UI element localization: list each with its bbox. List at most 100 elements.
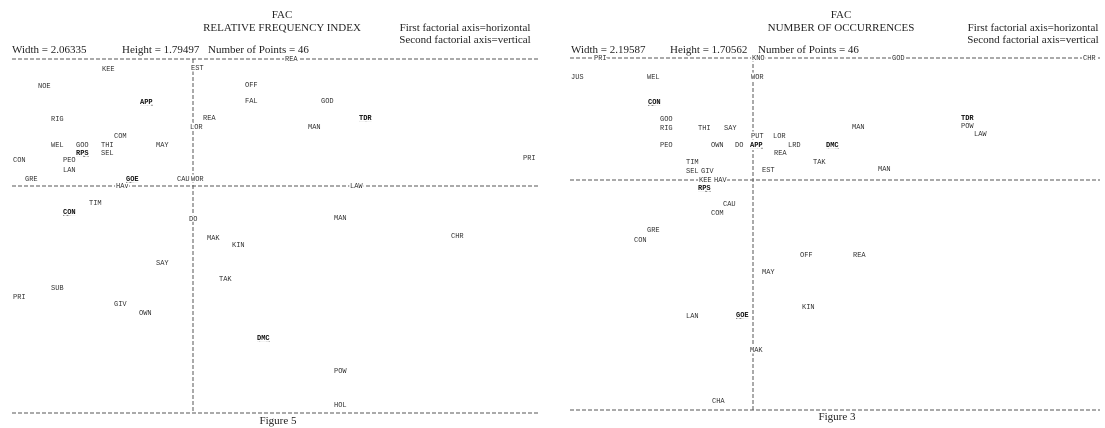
point-label: RIG [660, 125, 673, 133]
point-label: WOR [191, 176, 204, 184]
point-label: COM [711, 210, 724, 218]
axis-note: First factorial axis=horizontal [968, 22, 1099, 34]
point-label: POW [961, 123, 974, 131]
point-label: THI [101, 142, 114, 150]
point-label: TDR [359, 115, 372, 123]
point-label: RPS [698, 185, 711, 193]
point-label: JUS [571, 74, 584, 82]
point-label: LOR [773, 133, 786, 141]
point-label: REA [774, 150, 787, 158]
axis-note: Second factorial axis=vertical [967, 34, 1098, 46]
point-label: PEO [660, 142, 673, 150]
point-label: GIV [114, 301, 127, 309]
point-label: SAY [156, 260, 169, 268]
point-label: TIM [686, 159, 699, 167]
point-label: SUB [51, 285, 64, 293]
point-label: LAN [63, 167, 76, 175]
point-label: KIN [232, 242, 245, 250]
point-label: SAY [724, 125, 737, 133]
point-label: MAN [852, 124, 865, 132]
point-label: COM [114, 133, 127, 141]
point-label: POW [334, 368, 347, 376]
point-label: WOR [751, 74, 764, 82]
point-label: GOD [892, 55, 905, 63]
point-label: MAK [207, 235, 220, 243]
point-label: FAL [245, 98, 258, 106]
point-label: CHA [712, 398, 725, 406]
point-label: KEE [699, 177, 712, 185]
point-label: GOE [736, 312, 749, 320]
points-label: Number of Points = 46 [208, 44, 309, 56]
axis-note: First factorial axis=horizontal [400, 22, 531, 34]
point-label: CAU [723, 201, 736, 209]
point-label: HOL [334, 402, 347, 410]
figure-label: Figure 5 [260, 415, 297, 427]
point-label: PUT [751, 133, 764, 141]
point-label: LOR [190, 124, 203, 132]
point-label: CAU [177, 176, 190, 184]
point-label: KIN [802, 304, 815, 312]
point-label: EST [191, 65, 204, 73]
point-label: TAK [813, 159, 826, 167]
panel-title: NUMBER OF OCCURRENCES [768, 22, 915, 34]
point-label: REA [853, 252, 866, 260]
point-label: TIM [89, 200, 102, 208]
point-label: DO [189, 216, 197, 224]
point-label: GOO [76, 142, 89, 150]
point-label: HAV [116, 183, 129, 191]
point-label: MAY [762, 269, 775, 277]
point-label: SEL [101, 150, 114, 158]
width-label: Width = 2.19587 [571, 44, 646, 56]
point-label: CON [13, 157, 26, 165]
point-label: TDR [961, 115, 974, 123]
point-label: RPS [76, 150, 89, 158]
point-label: HAV [714, 177, 727, 185]
point-label: MAY [156, 142, 169, 150]
height-label: Height = 1.70562 [670, 44, 747, 56]
point-label: GRE [25, 176, 38, 184]
point-label: MAN [308, 124, 321, 132]
axis-note: Second factorial axis=vertical [399, 34, 530, 46]
point-label: LAN [686, 313, 699, 321]
point-label: CON [63, 209, 76, 217]
point-label: PRI [13, 294, 26, 302]
point-label: PRI [594, 55, 607, 63]
point-label: REA [203, 115, 216, 123]
point-label: DMC [826, 142, 839, 150]
point-label: NOE [38, 83, 51, 91]
point-label: APP [140, 99, 153, 107]
point-label: OWN [139, 310, 152, 318]
point-label: KEE [102, 66, 115, 74]
point-label: TAK [219, 276, 232, 284]
point-label: RIG [51, 116, 64, 124]
point-label: OFF [800, 252, 813, 260]
point-label: CHR [451, 233, 464, 241]
point-label: OFF [245, 82, 258, 90]
point-label: GOE [126, 176, 139, 184]
point-label: CON [634, 237, 647, 245]
points-label: Number of Points = 46 [758, 44, 859, 56]
point-label: APP [750, 142, 763, 150]
point-label: REA [285, 56, 298, 64]
point-label: MAN [334, 215, 347, 223]
point-label: PRI [523, 155, 536, 163]
panel-title: RELATIVE FREQUENCY INDEX [203, 22, 361, 34]
point-label: GOD [321, 98, 334, 106]
point-label: GOO [660, 116, 673, 124]
point-label: DO [735, 142, 743, 150]
point-label: WEL [647, 74, 660, 82]
point-label: LAW [350, 183, 363, 191]
point-label: THI [698, 125, 711, 133]
point-label: GIV [701, 168, 714, 176]
point-label: CHR [1083, 55, 1096, 63]
height-label: Height = 1.79497 [122, 44, 200, 56]
figure-label: Figure 3 [819, 411, 856, 423]
point-label: OWN [711, 142, 724, 150]
point-label: MAN [878, 166, 891, 174]
heading: FAC [272, 9, 293, 21]
heading: FAC [831, 9, 852, 21]
point-label: PEO [63, 157, 76, 165]
